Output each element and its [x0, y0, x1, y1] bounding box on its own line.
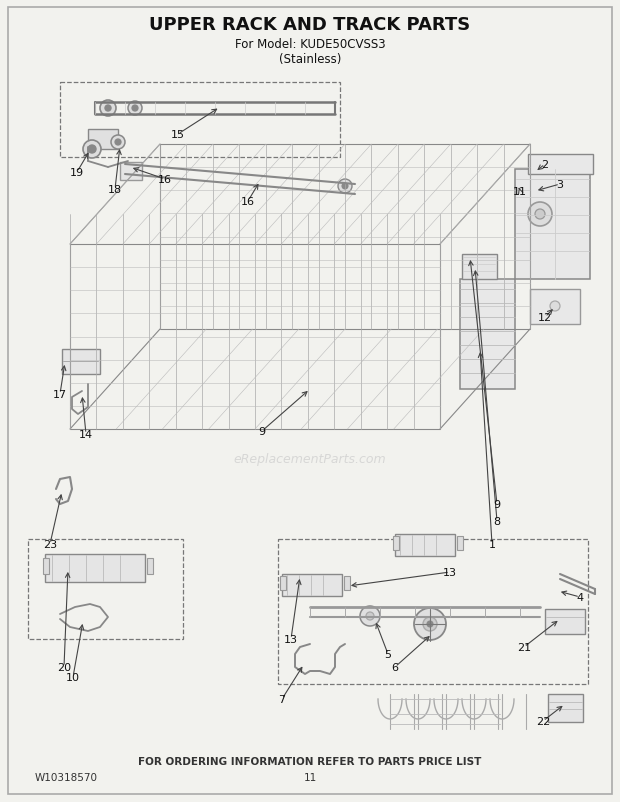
- Text: (Stainless): (Stainless): [279, 54, 341, 67]
- Text: 20: 20: [57, 662, 71, 672]
- Circle shape: [111, 136, 125, 150]
- Text: 3: 3: [557, 180, 564, 190]
- Circle shape: [360, 606, 380, 626]
- Circle shape: [83, 141, 101, 159]
- Circle shape: [100, 101, 116, 117]
- Bar: [278, 539, 588, 684]
- Text: 21: 21: [517, 642, 531, 652]
- Text: 4: 4: [577, 592, 583, 602]
- Text: 18: 18: [108, 184, 122, 195]
- Text: 23: 23: [43, 539, 57, 549]
- Circle shape: [423, 618, 437, 631]
- Circle shape: [550, 302, 560, 312]
- Text: 7: 7: [278, 695, 286, 704]
- Text: eReplacementParts.com: eReplacementParts.com: [234, 453, 386, 466]
- Text: 11: 11: [513, 187, 527, 196]
- Bar: [462, 255, 497, 280]
- Text: 1: 1: [489, 539, 495, 549]
- Circle shape: [535, 210, 545, 220]
- Text: 13: 13: [443, 567, 457, 577]
- Text: UPPER RACK AND TRACK PARTS: UPPER RACK AND TRACK PARTS: [149, 16, 471, 34]
- Circle shape: [105, 106, 111, 111]
- Bar: [28, 539, 183, 639]
- Bar: [515, 170, 590, 280]
- Bar: [460, 280, 515, 390]
- Text: 12: 12: [538, 313, 552, 322]
- Bar: [45, 554, 145, 582]
- Bar: [62, 350, 100, 375]
- Bar: [393, 537, 399, 550]
- Bar: [457, 537, 463, 550]
- Bar: [282, 574, 342, 596]
- Circle shape: [342, 184, 348, 190]
- Bar: [545, 610, 585, 634]
- Circle shape: [88, 146, 96, 154]
- Circle shape: [427, 622, 433, 627]
- Text: 9: 9: [259, 427, 265, 436]
- Circle shape: [414, 608, 446, 640]
- Circle shape: [115, 140, 121, 146]
- Text: 5: 5: [384, 649, 391, 659]
- Text: W10318570: W10318570: [35, 772, 98, 782]
- Bar: [280, 577, 286, 590]
- Text: 16: 16: [241, 196, 255, 207]
- Text: For Model: KUDE50CVSS3: For Model: KUDE50CVSS3: [235, 38, 385, 51]
- Text: 6: 6: [391, 662, 399, 672]
- Bar: [528, 155, 593, 175]
- Text: FOR ORDERING INFORMATION REFER TO PARTS PRICE LIST: FOR ORDERING INFORMATION REFER TO PARTS …: [138, 756, 482, 766]
- Text: 16: 16: [158, 175, 172, 184]
- Circle shape: [128, 102, 142, 115]
- Bar: [147, 558, 153, 574]
- Text: 9: 9: [494, 500, 500, 509]
- Text: 19: 19: [70, 168, 84, 178]
- Bar: [344, 577, 350, 590]
- Text: 8: 8: [494, 516, 500, 526]
- Bar: [120, 163, 142, 180]
- Text: 10: 10: [66, 672, 80, 683]
- Bar: [60, 83, 340, 158]
- Text: 14: 14: [79, 429, 93, 439]
- Circle shape: [366, 612, 374, 620]
- Bar: [395, 534, 455, 557]
- Text: 2: 2: [541, 160, 549, 170]
- Bar: [530, 290, 580, 325]
- Circle shape: [132, 106, 138, 111]
- Text: 11: 11: [303, 772, 317, 782]
- Text: 22: 22: [536, 716, 550, 726]
- Bar: [548, 695, 583, 722]
- Bar: [43, 558, 49, 574]
- Bar: [88, 130, 118, 150]
- Text: 15: 15: [171, 130, 185, 140]
- Circle shape: [528, 203, 552, 227]
- Text: 17: 17: [53, 390, 67, 399]
- Text: 13: 13: [284, 634, 298, 644]
- Circle shape: [338, 180, 352, 194]
